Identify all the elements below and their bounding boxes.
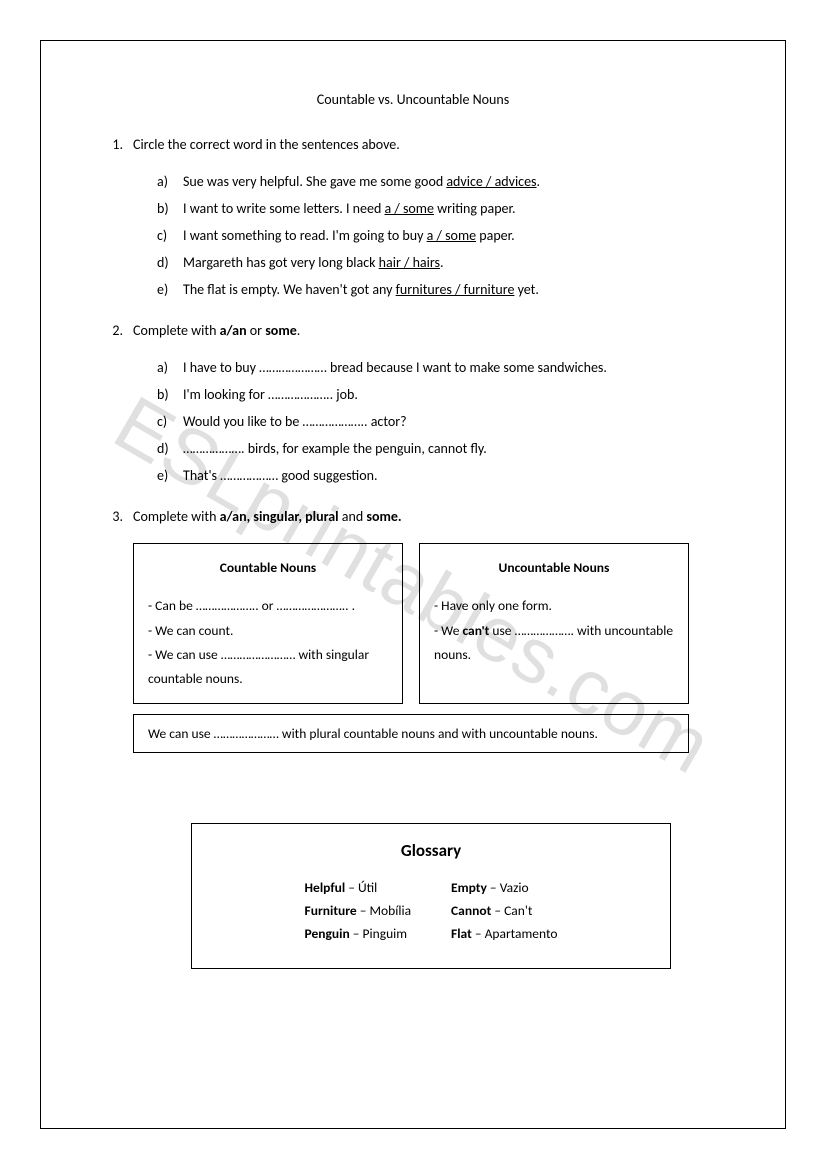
glossary-entry: Cannot – Can't [451,900,557,923]
question-2: 2. Complete with a/an or some. [101,322,725,339]
worksheet-page: ESLprintables.com Countable vs. Uncounta… [40,40,786,1129]
glossary-columns: Helpful – Útil Furniture – Mobília Pengu… [222,877,640,946]
item-text: ………………. birds, for example the penguin, … [183,438,725,459]
item-letter: e) [157,279,183,300]
q2-items: a) I have to buy ………………… bread because I… [157,357,725,486]
page-title: Countable vs. Uncountable Nouns [101,91,725,108]
question-3: 3. Complete with a/an, singular, plural … [101,508,725,525]
list-item: e) The flat is empty. We haven't got any… [157,279,725,300]
glossary-entry: Flat – Apartamento [451,923,557,946]
item-text: Would you like to be ……………….. actor? [183,411,725,432]
glossary-title: Glossary [222,840,640,861]
item-letter: d) [157,438,183,459]
item-letter: c) [157,225,183,246]
uncountable-box: Uncountable Nouns - Have only one form. … [419,543,689,704]
q2-text: Complete with a/an or some. [133,322,725,339]
some-rule-box: We can use ………………… with plural countable… [133,714,689,753]
glossary-left-col: Helpful – Útil Furniture – Mobília Pengu… [305,877,412,946]
item-text: I want to write some letters. I need a /… [183,198,725,219]
list-item: c) Would you like to be ……………….. actor? [157,411,725,432]
countable-box: Countable Nouns - Can be ……………….. or ………… [133,543,403,704]
q1-text: Circle the correct word in the sentences… [133,136,725,153]
underlined-choice: advice / advices [446,173,536,190]
q1-items: a) Sue was very helpful. She gave me som… [157,171,725,300]
q1-number: 1. [101,136,133,153]
countable-line: - Can be ……………….. or ………………….. . [148,594,388,618]
item-text: I want something to read. I'm going to b… [183,225,725,246]
list-item: e) That's ……………… good suggestion. [157,465,725,486]
item-text: I have to buy ………………… bread because I wa… [183,357,725,378]
q3-text: Complete with a/an, singular, plural and… [133,508,725,525]
underlined-choice: a / some [427,227,476,244]
list-item: a) Sue was very helpful. She gave me som… [157,171,725,192]
countable-line: - We can count. [148,619,388,643]
countable-line: - We can use …………………… with singular coun… [148,643,388,692]
item-text: The flat is empty. We haven't got any fu… [183,279,725,300]
uncountable-title: Uncountable Nouns [434,556,674,580]
list-item: b) I want to write some letters. I need … [157,198,725,219]
item-letter: b) [157,198,183,219]
glossary-right-col: Empty – Vazio Cannot – Can't Flat – Apar… [451,877,557,946]
item-text: I'm looking for ……………….. job. [183,384,725,405]
list-item: b) I'm looking for ……………….. job. [157,384,725,405]
list-item: d) ………………. birds, for example the pengui… [157,438,725,459]
glossary-entry: Helpful – Útil [305,877,412,900]
item-text: That's ……………… good suggestion. [183,465,725,486]
noun-boxes: Countable Nouns - Can be ……………….. or ………… [133,543,689,704]
item-letter: d) [157,252,183,273]
list-item: a) I have to buy ………………… bread because I… [157,357,725,378]
countable-title: Countable Nouns [148,556,388,580]
item-letter: c) [157,411,183,432]
item-text: Margareth has got very long black hair /… [183,252,725,273]
glossary-box: Glossary Helpful – Útil Furniture – Mobí… [191,823,671,969]
q3-number: 3. [101,508,133,525]
item-letter: a) [157,171,183,192]
glossary-entry: Empty – Vazio [451,877,557,900]
glossary-entry: Penguin – Pinguim [305,923,412,946]
uncountable-line: - Have only one form. [434,594,674,618]
list-item: c) I want something to read. I'm going t… [157,225,725,246]
item-letter: a) [157,357,183,378]
q2-number: 2. [101,322,133,339]
underlined-choice: hair / hairs [379,254,440,271]
uncountable-line: - We can't use ………………. with uncountable … [434,619,674,668]
underlined-choice: furnitures / furniture [396,281,515,298]
underlined-choice: a / some [385,200,434,217]
question-1: 1. Circle the correct word in the senten… [101,136,725,153]
glossary-entry: Furniture – Mobília [305,900,412,923]
item-text: Sue was very helpful. She gave me some g… [183,171,725,192]
list-item: d) Margareth has got very long black hai… [157,252,725,273]
item-letter: b) [157,384,183,405]
item-letter: e) [157,465,183,486]
